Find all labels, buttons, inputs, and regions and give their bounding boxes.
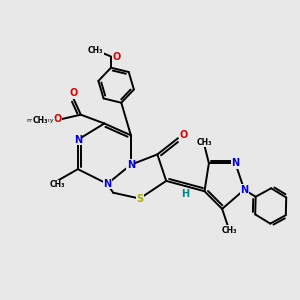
Text: N: N: [240, 185, 248, 195]
Text: O: O: [112, 52, 120, 61]
Text: H: H: [181, 189, 189, 199]
Text: S: S: [136, 194, 143, 204]
Text: N: N: [127, 160, 135, 170]
Text: O: O: [69, 88, 78, 98]
Text: CH₃: CH₃: [33, 116, 48, 125]
Text: CH₃: CH₃: [222, 226, 237, 235]
Text: CH₃: CH₃: [88, 46, 103, 55]
Text: N: N: [231, 158, 239, 168]
Text: CH₃: CH₃: [197, 137, 212, 146]
Text: O: O: [53, 114, 61, 124]
Text: N: N: [74, 135, 82, 145]
Text: methoxy: methoxy: [27, 118, 54, 123]
Text: CH₃: CH₃: [50, 180, 65, 189]
Text: O: O: [179, 130, 188, 140]
Text: N: N: [103, 179, 111, 189]
